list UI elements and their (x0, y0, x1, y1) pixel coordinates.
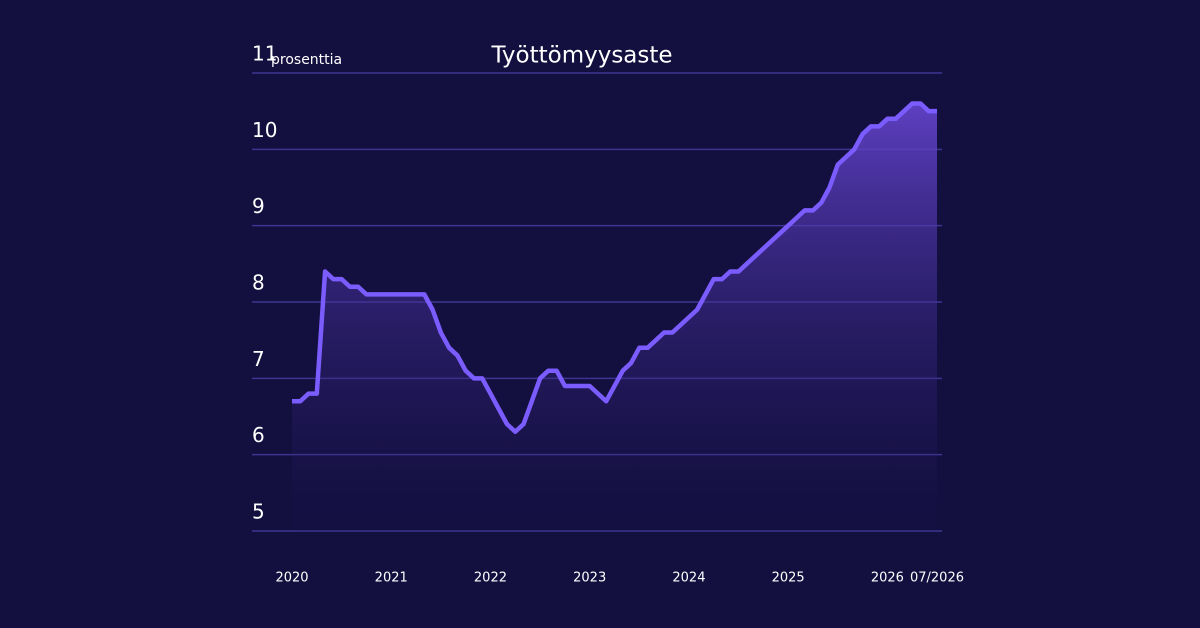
y-tick-label: 9 (252, 194, 265, 218)
x-tick-label: 2021 (375, 571, 408, 586)
x-tick-label: 2025 (772, 571, 805, 586)
y-tick-label: 7 (252, 347, 265, 371)
y-tick-label: 8 (252, 271, 265, 295)
x-tick-label: 2026 (871, 571, 904, 586)
x-tick-label: 2024 (672, 571, 705, 586)
x-tick-label: 2022 (474, 571, 507, 586)
y-tick-label: 11 (252, 42, 277, 66)
line (292, 101, 937, 435)
chart-title: Työttömyysaste (490, 43, 672, 69)
area (292, 103, 937, 532)
y-tick-label: 10 (252, 118, 277, 142)
y-tick-label: 6 (252, 423, 265, 447)
y-axis-unit: prosenttia (271, 52, 342, 68)
x-tick-label: 2023 (573, 571, 606, 586)
y-tick-label: 5 (252, 500, 265, 524)
x-tick-label: 07/2026 (910, 571, 964, 586)
x-tick-label: 2020 (275, 571, 308, 586)
